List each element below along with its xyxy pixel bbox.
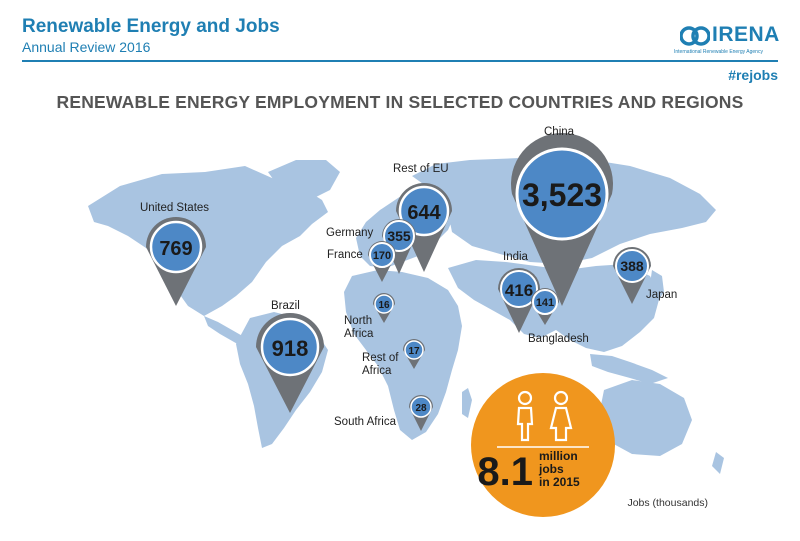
pin-germany: 355 [382, 219, 416, 274]
pin-united-states: 769 [146, 217, 206, 306]
total-jobs-circle [471, 373, 615, 517]
pin-brazil: 918 [256, 313, 324, 413]
madagascar [462, 388, 472, 418]
pin-china-value: 3,523 [522, 177, 602, 213]
australia [598, 380, 692, 456]
label-north-africa-line-1: North [344, 315, 373, 327]
header-title: Renewable Energy and Jobs [22, 16, 280, 37]
pin-germany-value: 355 [387, 228, 411, 244]
pin-brazil-value: 918 [272, 336, 309, 361]
pin-south-africa: 28 [409, 395, 433, 431]
pin-north-africa-value: 16 [378, 300, 390, 311]
header-divider [22, 60, 778, 62]
label-south-africa: South Africa [334, 416, 397, 428]
label-france: France [327, 249, 363, 261]
label-rest-of-africa-line-1: Rest of [362, 352, 399, 364]
pin-china: 3,523 [511, 132, 614, 306]
north-america [88, 166, 328, 316]
africa [344, 270, 462, 440]
label-germany: Germany [326, 227, 374, 239]
total-jobs-badge: 8.1 million jobs in 2015 [471, 373, 615, 517]
pin-france: 170 [368, 241, 396, 282]
label-brazil: Brazil [271, 300, 300, 312]
pin-india-bubble [500, 270, 538, 308]
label-united-states: United States [140, 202, 210, 214]
pin-bangladesh: 141 [531, 288, 559, 325]
units-note: Jobs (thousands) [627, 497, 708, 509]
southeast-asia [590, 354, 668, 384]
pin-france-value: 170 [373, 250, 391, 262]
pin-rest-of-eu: 644 [396, 183, 452, 272]
label-north-africa: North Africa [344, 315, 373, 341]
pin-japan: 388 [613, 247, 651, 304]
label-rest-of-africa: Rest of Africa [362, 352, 398, 378]
label-rest-of-africa-line-2: Africa [362, 365, 392, 377]
label-india: India [503, 251, 528, 263]
pin-south-africa-bubble [410, 396, 432, 418]
pin-rest-of-eu-value: 644 [407, 202, 441, 224]
pin-bangladesh-bubble [532, 289, 558, 315]
total-jobs-line-1: million [539, 449, 578, 463]
pin-united-states-value: 769 [159, 238, 192, 260]
pin-bangladesh-value: 141 [536, 297, 554, 309]
irena-logo: IRENA International Renewable Energy Age… [674, 22, 780, 60]
pin-japan-bubble [615, 249, 649, 283]
hashtag: #rejobs [728, 67, 778, 83]
pin-rest-of-africa: 17 [403, 339, 425, 369]
total-jobs-line-3: in 2015 [539, 475, 580, 489]
pin-north-africa-bubble [374, 294, 394, 314]
pin-rest-of-eu-bubble [398, 185, 450, 237]
irena-logo-tagline: International Renewable Energy Agency [674, 49, 763, 55]
new-zealand [712, 452, 724, 474]
label-bangladesh: Bangladesh [528, 333, 589, 345]
pin-brazil-bubble [260, 317, 320, 377]
people-icon [516, 390, 573, 442]
irena-logo-name: IRENA [712, 23, 780, 46]
pin-south-africa-value: 28 [415, 403, 427, 414]
pin-china-bubble [515, 147, 609, 241]
total-jobs-value: 8.1 [477, 450, 533, 494]
irena-logo-icon [680, 26, 710, 46]
pin-rest-of-africa-value: 17 [408, 346, 420, 357]
total-jobs-line-2: jobs [538, 462, 564, 476]
greenland [268, 160, 340, 200]
pin-rest-of-africa-bubble [404, 340, 424, 360]
label-north-africa-line-2: Africa [344, 328, 374, 340]
chart-title: RENEWABLE ENERGY EMPLOYMENT IN SELECTED … [56, 92, 744, 112]
label-japan: Japan [646, 289, 678, 301]
pin-germany-bubble [383, 220, 415, 252]
japan-land [648, 270, 664, 304]
pin-india-value: 416 [505, 281, 533, 300]
pin-india: 416 [498, 268, 540, 333]
pin-united-states-bubble [149, 220, 203, 274]
pin-france-bubble [369, 242, 395, 268]
header-subtitle: Annual Review 2016 [22, 39, 151, 55]
label-china: China [544, 126, 575, 138]
pin-japan-value: 388 [620, 258, 644, 274]
label-rest-of-eu: Rest of EU [393, 163, 449, 175]
pin-north-africa: 16 [373, 293, 395, 323]
